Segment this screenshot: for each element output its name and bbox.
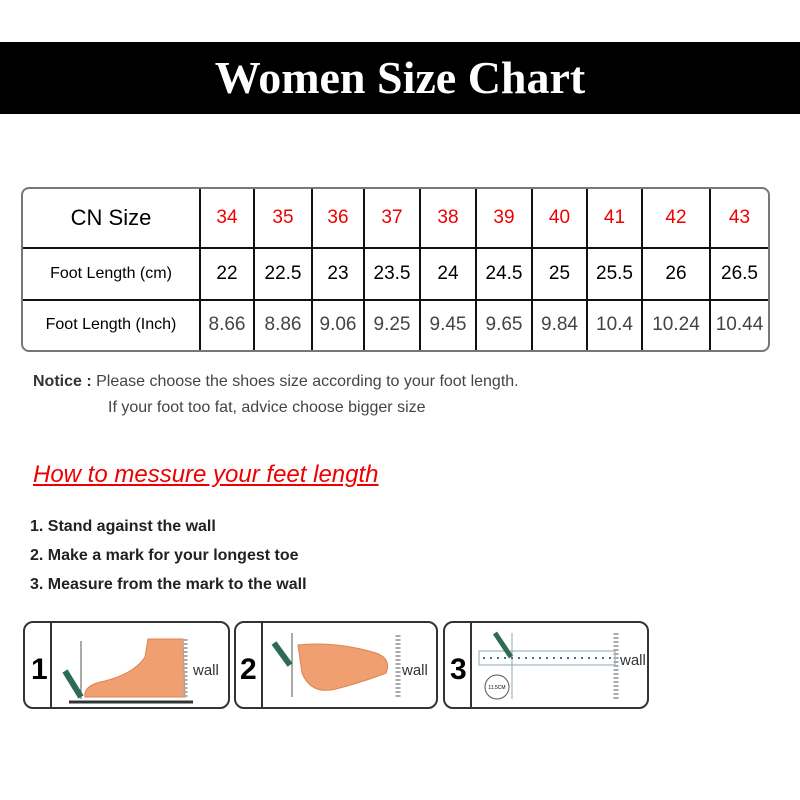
inch-cell: 10.24 — [641, 298, 711, 350]
size-cell: 35 — [253, 189, 313, 249]
notice: Notice : Please choose the shoes size ac… — [33, 369, 519, 421]
panel-number: 2 — [240, 653, 257, 686]
foot-cm-row: Foot Length (cm) 22 22.5 23 23.5 24 24.5 25 25.5… — [23, 246, 768, 301]
row-label: Foot Length (Inch) — [23, 298, 201, 350]
step-item: 1. Stand against the wall — [30, 518, 216, 535]
wall-label: wall — [619, 652, 646, 669]
foot-icon — [84, 638, 186, 698]
panel-number: 3 — [450, 653, 467, 686]
step-1-illustration: 1 wall — [23, 621, 230, 709]
size-cell: 40 — [531, 189, 588, 249]
size-cell: 39 — [475, 189, 533, 249]
row-label: CN Size — [23, 189, 201, 249]
pencil-icon — [271, 641, 293, 667]
size-cell: 41 — [586, 189, 643, 249]
cm-cell: 25.5 — [586, 246, 643, 301]
size-cell: 43 — [709, 189, 768, 249]
inch-cell: 8.86 — [253, 298, 313, 350]
size-cell: 38 — [419, 189, 477, 249]
cm-cell: 24 — [419, 246, 477, 301]
notice-label: Notice : — [33, 373, 92, 390]
cm-cell: 22 — [199, 246, 255, 301]
steps-list: 1. Stand against the wall 2. Make a mark… — [30, 512, 307, 599]
cm-cell: 23.5 — [363, 246, 421, 301]
pencil-icon — [492, 631, 514, 659]
step-2-illustration: 2 wall — [234, 621, 438, 709]
cn-size-row: CN Size 34 35 36 37 38 39 40 41 42 43 — [23, 189, 768, 249]
title-banner: Women Size Chart — [0, 42, 800, 114]
step-3-illustration: 3 11.5CM wall — [443, 621, 649, 709]
panel-number: 1 — [31, 653, 48, 686]
cm-cell: 24.5 — [475, 246, 533, 301]
wall-label: wall — [192, 662, 219, 679]
pencil-icon — [62, 669, 84, 699]
step-item: 3. Measure from the mark to the wall — [30, 576, 307, 593]
foot-inch-row: Foot Length (Inch) 8.66 8.86 9.06 9.25 9.45 9.… — [23, 298, 768, 350]
inch-cell: 9.84 — [531, 298, 588, 350]
inch-cell: 9.06 — [311, 298, 365, 350]
cm-cell: 23 — [311, 246, 365, 301]
inch-cell: 9.65 — [475, 298, 533, 350]
row-label: Foot Length (cm) — [23, 246, 201, 301]
notice-line-2: If your foot too fat, advice choose bigg… — [108, 399, 426, 416]
size-cell: 42 — [641, 189, 711, 249]
step-item: 2. Make a mark for your longest toe — [30, 547, 299, 564]
cm-cell: 22.5 — [253, 246, 313, 301]
cm-cell: 26.5 — [709, 246, 768, 301]
inch-cell: 10.44 — [709, 298, 768, 350]
size-cell: 36 — [311, 189, 365, 249]
wall-label: wall — [401, 662, 428, 679]
inch-cell: 10.4 — [586, 298, 643, 350]
cm-cell: 26 — [641, 246, 711, 301]
inch-cell: 9.25 — [363, 298, 421, 350]
inch-cell: 9.45 — [419, 298, 477, 350]
cm-cell: 25 — [531, 246, 588, 301]
notice-line-1: Please choose the shoes size according t… — [96, 373, 519, 390]
size-cell: 34 — [199, 189, 255, 249]
howto-title: How to messure your feet length — [33, 461, 379, 488]
size-cell: 37 — [363, 189, 421, 249]
inch-cell: 8.66 — [199, 298, 255, 350]
measure-label: 11.5CM — [488, 685, 505, 691]
foot-icon — [297, 643, 389, 691]
size-table: CN Size 34 35 36 37 38 39 40 41 42 43 Foot Length … — [21, 187, 770, 352]
